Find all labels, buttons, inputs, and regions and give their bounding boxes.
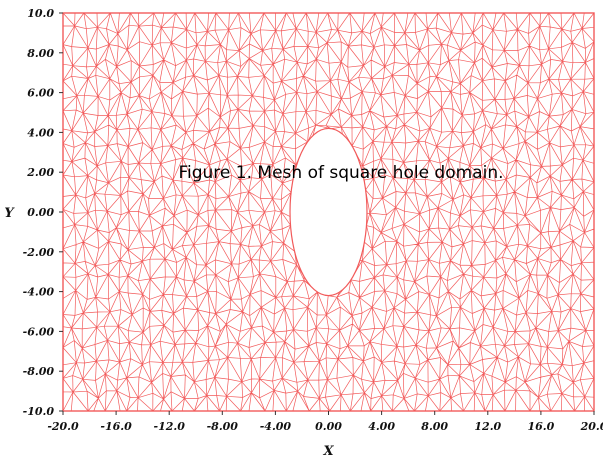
x-tick-label: 16.0 <box>528 420 555 433</box>
x-tick-labels: -20.0 -16.0 -12.0 -8.00 -4.00 0.00 4.00 8.00 12.… <box>47 411 603 433</box>
y-tick-labels: 10.0 8.00 6.00 4.00 2.00 0.00 -2.00 -4.00 -6.00 -… <box>23 7 63 418</box>
y-tick-label: -6.00 <box>23 325 55 338</box>
y-tick-label: 4.00 <box>27 126 54 139</box>
y-tick-label: 10.0 <box>27 7 54 20</box>
x-tick-label: -4.00 <box>260 420 292 433</box>
y-axis-label: Y <box>4 206 15 221</box>
y-tick-label: 0.00 <box>27 206 54 219</box>
x-tick-label: -16.0 <box>100 420 132 433</box>
x-axis-label: X <box>322 444 334 459</box>
x-tick-label: 20.0 <box>580 420 603 433</box>
y-tick-label: -4.00 <box>23 286 55 299</box>
y-tick-label: -2.00 <box>23 246 55 259</box>
y-tick-label: -8.00 <box>23 365 55 378</box>
x-tick-label: 12.0 <box>474 420 501 433</box>
y-tick-label: 8.00 <box>27 47 54 60</box>
x-tick-label: -12.0 <box>154 420 186 433</box>
x-tick-label: 4.00 <box>368 420 395 433</box>
y-tick-label: 2.00 <box>26 166 54 179</box>
x-tick-label: -20.0 <box>47 420 79 433</box>
x-tick-label: -8.00 <box>207 420 239 433</box>
x-tick-label: 8.00 <box>421 420 448 433</box>
elliptic-hole <box>289 127 368 297</box>
y-tick-label: 6.00 <box>27 87 54 100</box>
x-tick-label: 0.00 <box>315 420 342 433</box>
y-tick-label: -10.0 <box>23 405 55 418</box>
figure-caption: Figure 1. Mesh of square hole domain. <box>178 163 503 183</box>
